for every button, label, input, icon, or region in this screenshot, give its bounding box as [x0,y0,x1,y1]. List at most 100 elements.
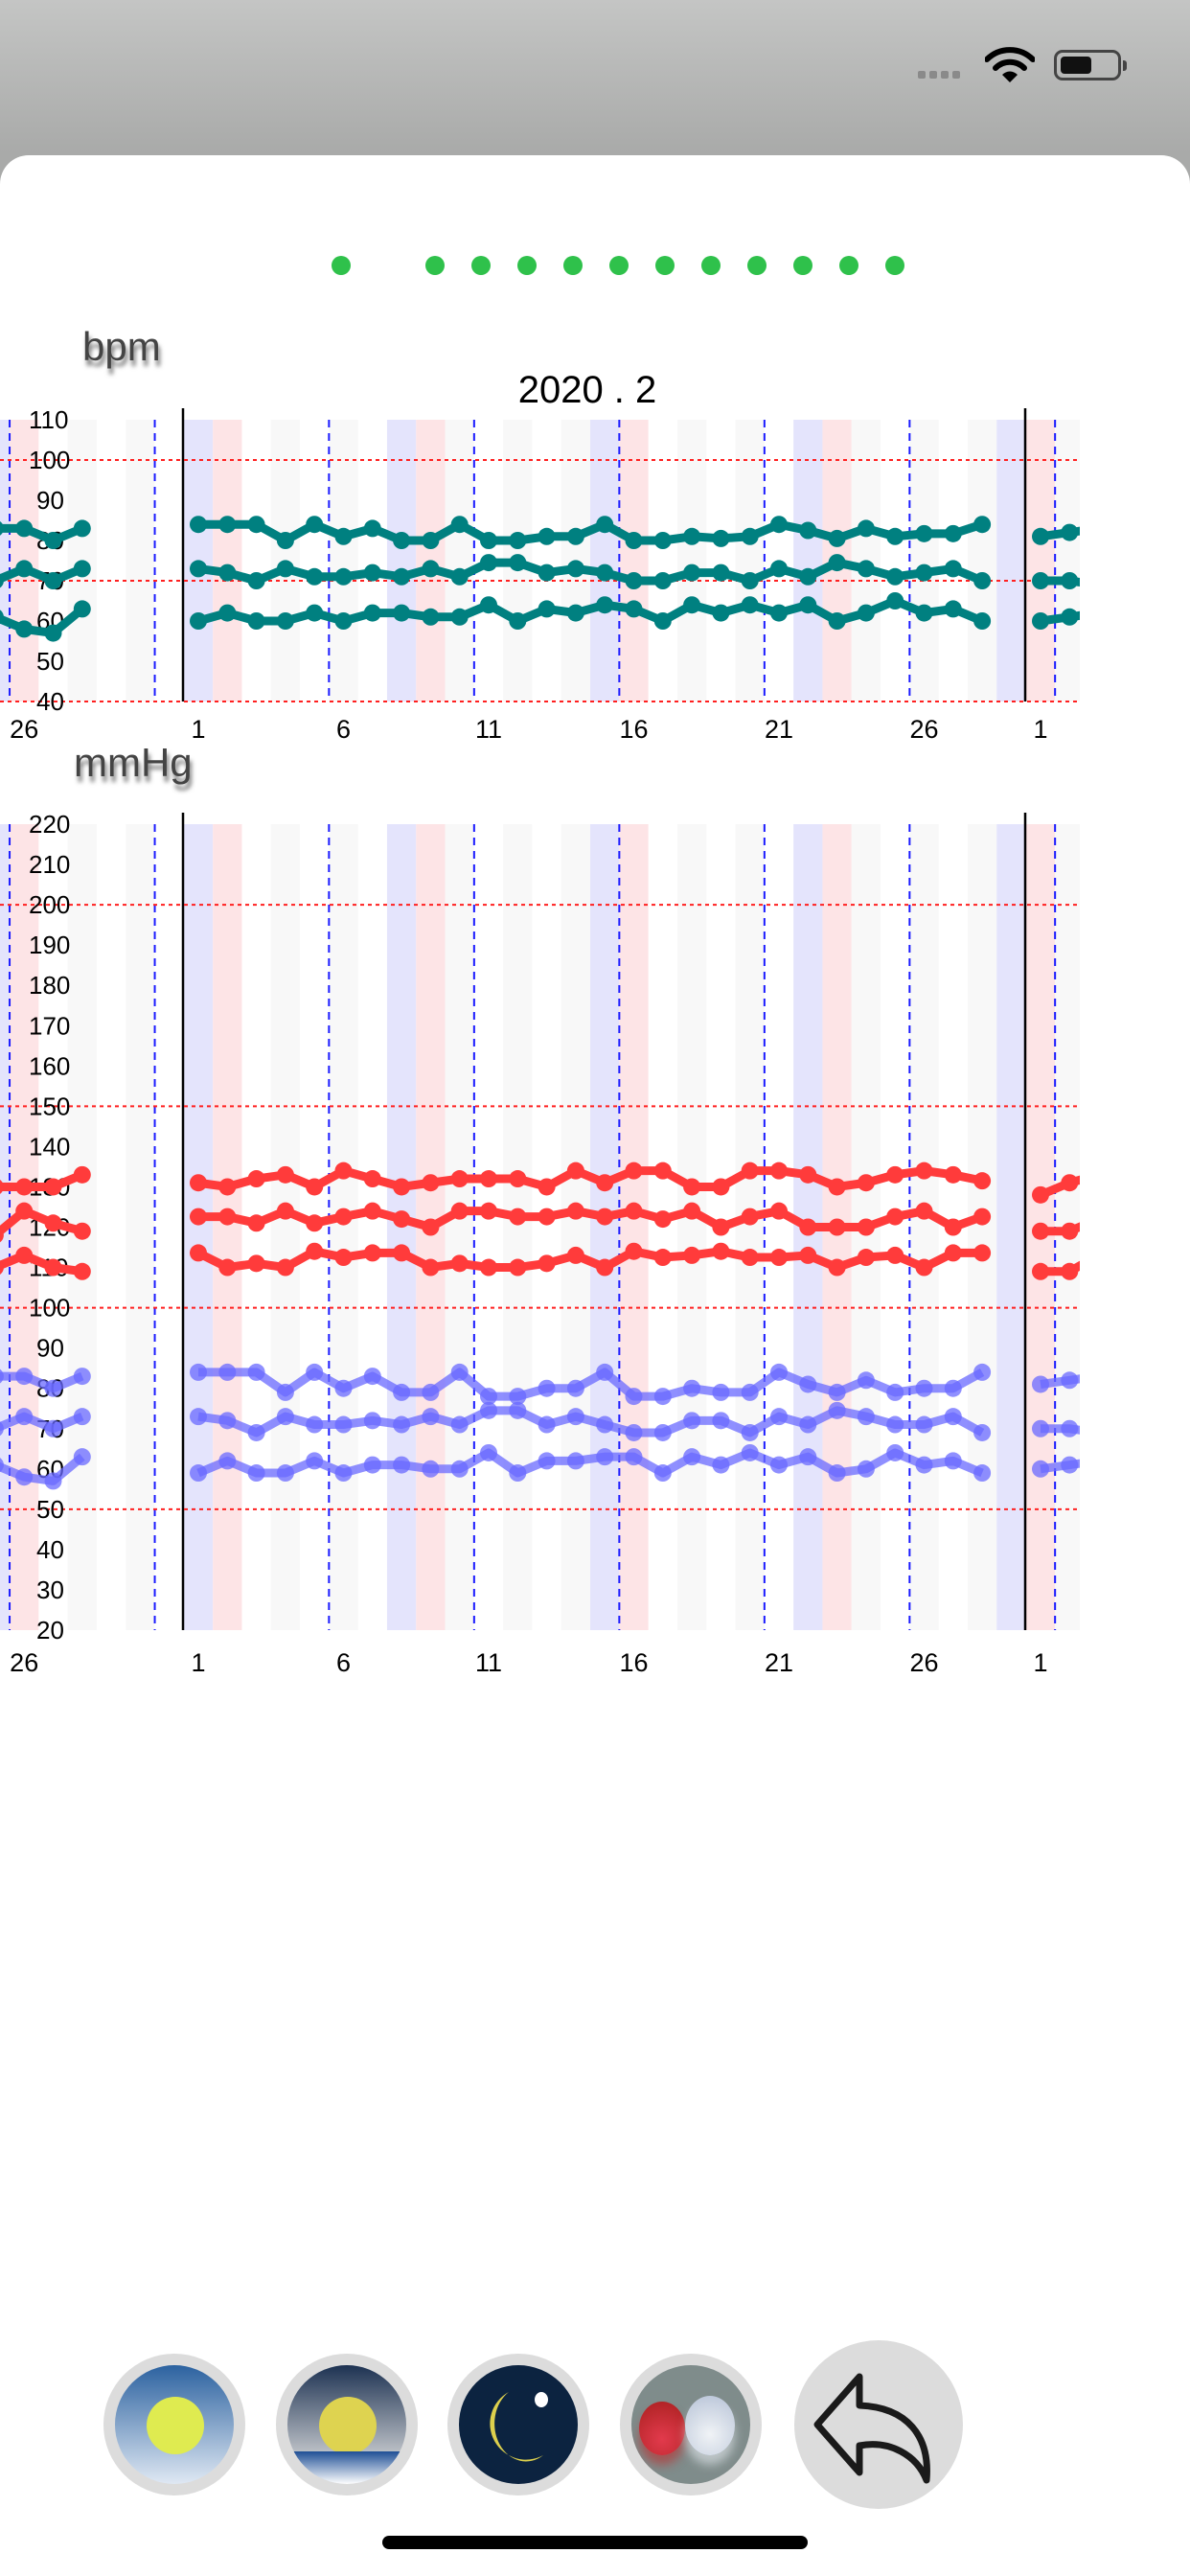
day-stripe [561,824,591,1630]
series-group [0,1162,1108,1490]
heart-rate-chart: 1101009080706050402616111621261 [0,405,1080,744]
diastolic-high-point [1090,1368,1108,1385]
systolic-low-point [712,1242,730,1260]
page-dot[interactable] [747,256,767,275]
page-dot[interactable] [563,256,583,275]
diastolic-high-point [683,1379,701,1397]
hr-low-point [422,608,440,626]
systolic-high-point [683,1178,701,1196]
systolic-high-point [450,1170,469,1188]
hr-high-point [944,524,962,542]
pills-button[interactable] [620,2354,762,2496]
systolic-mid-point [1090,1210,1108,1228]
hr-low-point [857,604,875,622]
hr-high-point [653,532,672,549]
hr-mid-point [306,567,324,586]
diastolic-high-point [15,1368,34,1386]
diastolic-mid-point [334,1415,353,1434]
systolic-high-point [625,1162,643,1180]
systolic-low-point [450,1254,469,1273]
diastolic-high-point [799,1375,817,1393]
morning-button[interactable] [103,2354,245,2496]
mmhg-unit-label: mmHg [74,740,193,785]
x-tick-label: 1 [191,715,205,744]
x-tick-label: 6 [336,715,351,744]
signal-icon [918,71,960,79]
systolic-low-point [915,1258,933,1276]
systolic-high-point [944,1165,962,1184]
x-tick-label: 21 [765,1648,793,1677]
night-button[interactable] [447,2354,589,2496]
x-tick-label: 1 [191,1648,205,1677]
x-tick-label: 26 [10,1648,38,1677]
hr-low-point [0,610,4,625]
day-stripe [996,420,1026,702]
page-dot[interactable] [655,256,675,275]
y-tick-label: 100 [29,446,70,474]
page-indicator[interactable] [0,256,1190,275]
diastolic-mid-point [306,1415,324,1434]
diastolic-mid-point [190,1408,207,1426]
x-tick-label: 11 [475,715,502,744]
systolic-low-point [944,1244,962,1262]
systolic-low-point [44,1258,62,1276]
diastolic-mid-line [197,1406,985,1438]
evening-button[interactable] [276,2354,418,2496]
hr-mid-point [886,567,904,586]
y-tick-label: 40 [36,687,64,716]
systolic-low-point [247,1254,265,1273]
day-stripe [735,420,765,702]
hr-mid-point [334,567,353,586]
diastolic-low-point [363,1456,381,1474]
systolic-mid-point [363,1202,381,1220]
hr-low-point [915,604,933,622]
hr-mid-point [450,567,469,586]
health-charts[interactable]: 1101009080706050402616111621261220210200… [0,0,1190,1725]
hr-high-point [15,519,34,538]
diastolic-mid-point [653,1423,672,1441]
diastolic-high-point [306,1363,324,1381]
diastolic-mid-point [73,1408,91,1426]
systolic-mid-point [828,1218,846,1236]
page-dot[interactable] [839,256,858,275]
diastolic-high-point [0,1368,4,1384]
page-dot[interactable] [517,256,537,275]
battery-icon [1054,50,1127,80]
day-stripe [909,420,939,702]
systolic-high-point [306,1178,324,1196]
hr-low-point [1061,608,1079,626]
page-dot[interactable] [471,256,491,275]
page-dot[interactable] [332,256,351,275]
diastolic-high-point [741,1383,759,1401]
diastolic-high-line [0,1371,84,1393]
hr-low-point [596,596,614,614]
page-dot[interactable] [793,256,812,275]
systolic-high-point [0,1180,4,1194]
hr-mid-point [741,572,759,589]
systolic-low-point [0,1260,4,1275]
hr-high-point [450,516,469,534]
day-stripe [386,420,417,702]
diastolic-mid-point [1032,1419,1049,1438]
back-button[interactable] [794,2340,963,2509]
page-dot[interactable] [609,256,629,275]
diastolic-mid-point [422,1408,440,1426]
diastolic-low-point [306,1452,324,1470]
page-dot[interactable] [425,256,445,275]
home-indicator[interactable] [382,2536,808,2549]
page-dot[interactable] [701,256,721,275]
systolic-mid-point [15,1202,34,1220]
day-stripe [735,824,765,1630]
hr-mid-point [857,560,875,578]
hr-high-point [306,516,324,534]
systolic-mid-point [190,1208,207,1226]
systolic-mid-point [306,1214,324,1232]
hr-mid-point [712,564,730,582]
systolic-mid-point [1061,1222,1079,1240]
page-dot[interactable] [885,256,904,275]
diastolic-low-point [422,1460,440,1478]
diastolic-low-point [276,1464,294,1483]
diastolic-low-point [886,1443,904,1461]
hr-mid-point [1061,572,1079,589]
diastolic-mid-point [770,1408,788,1426]
